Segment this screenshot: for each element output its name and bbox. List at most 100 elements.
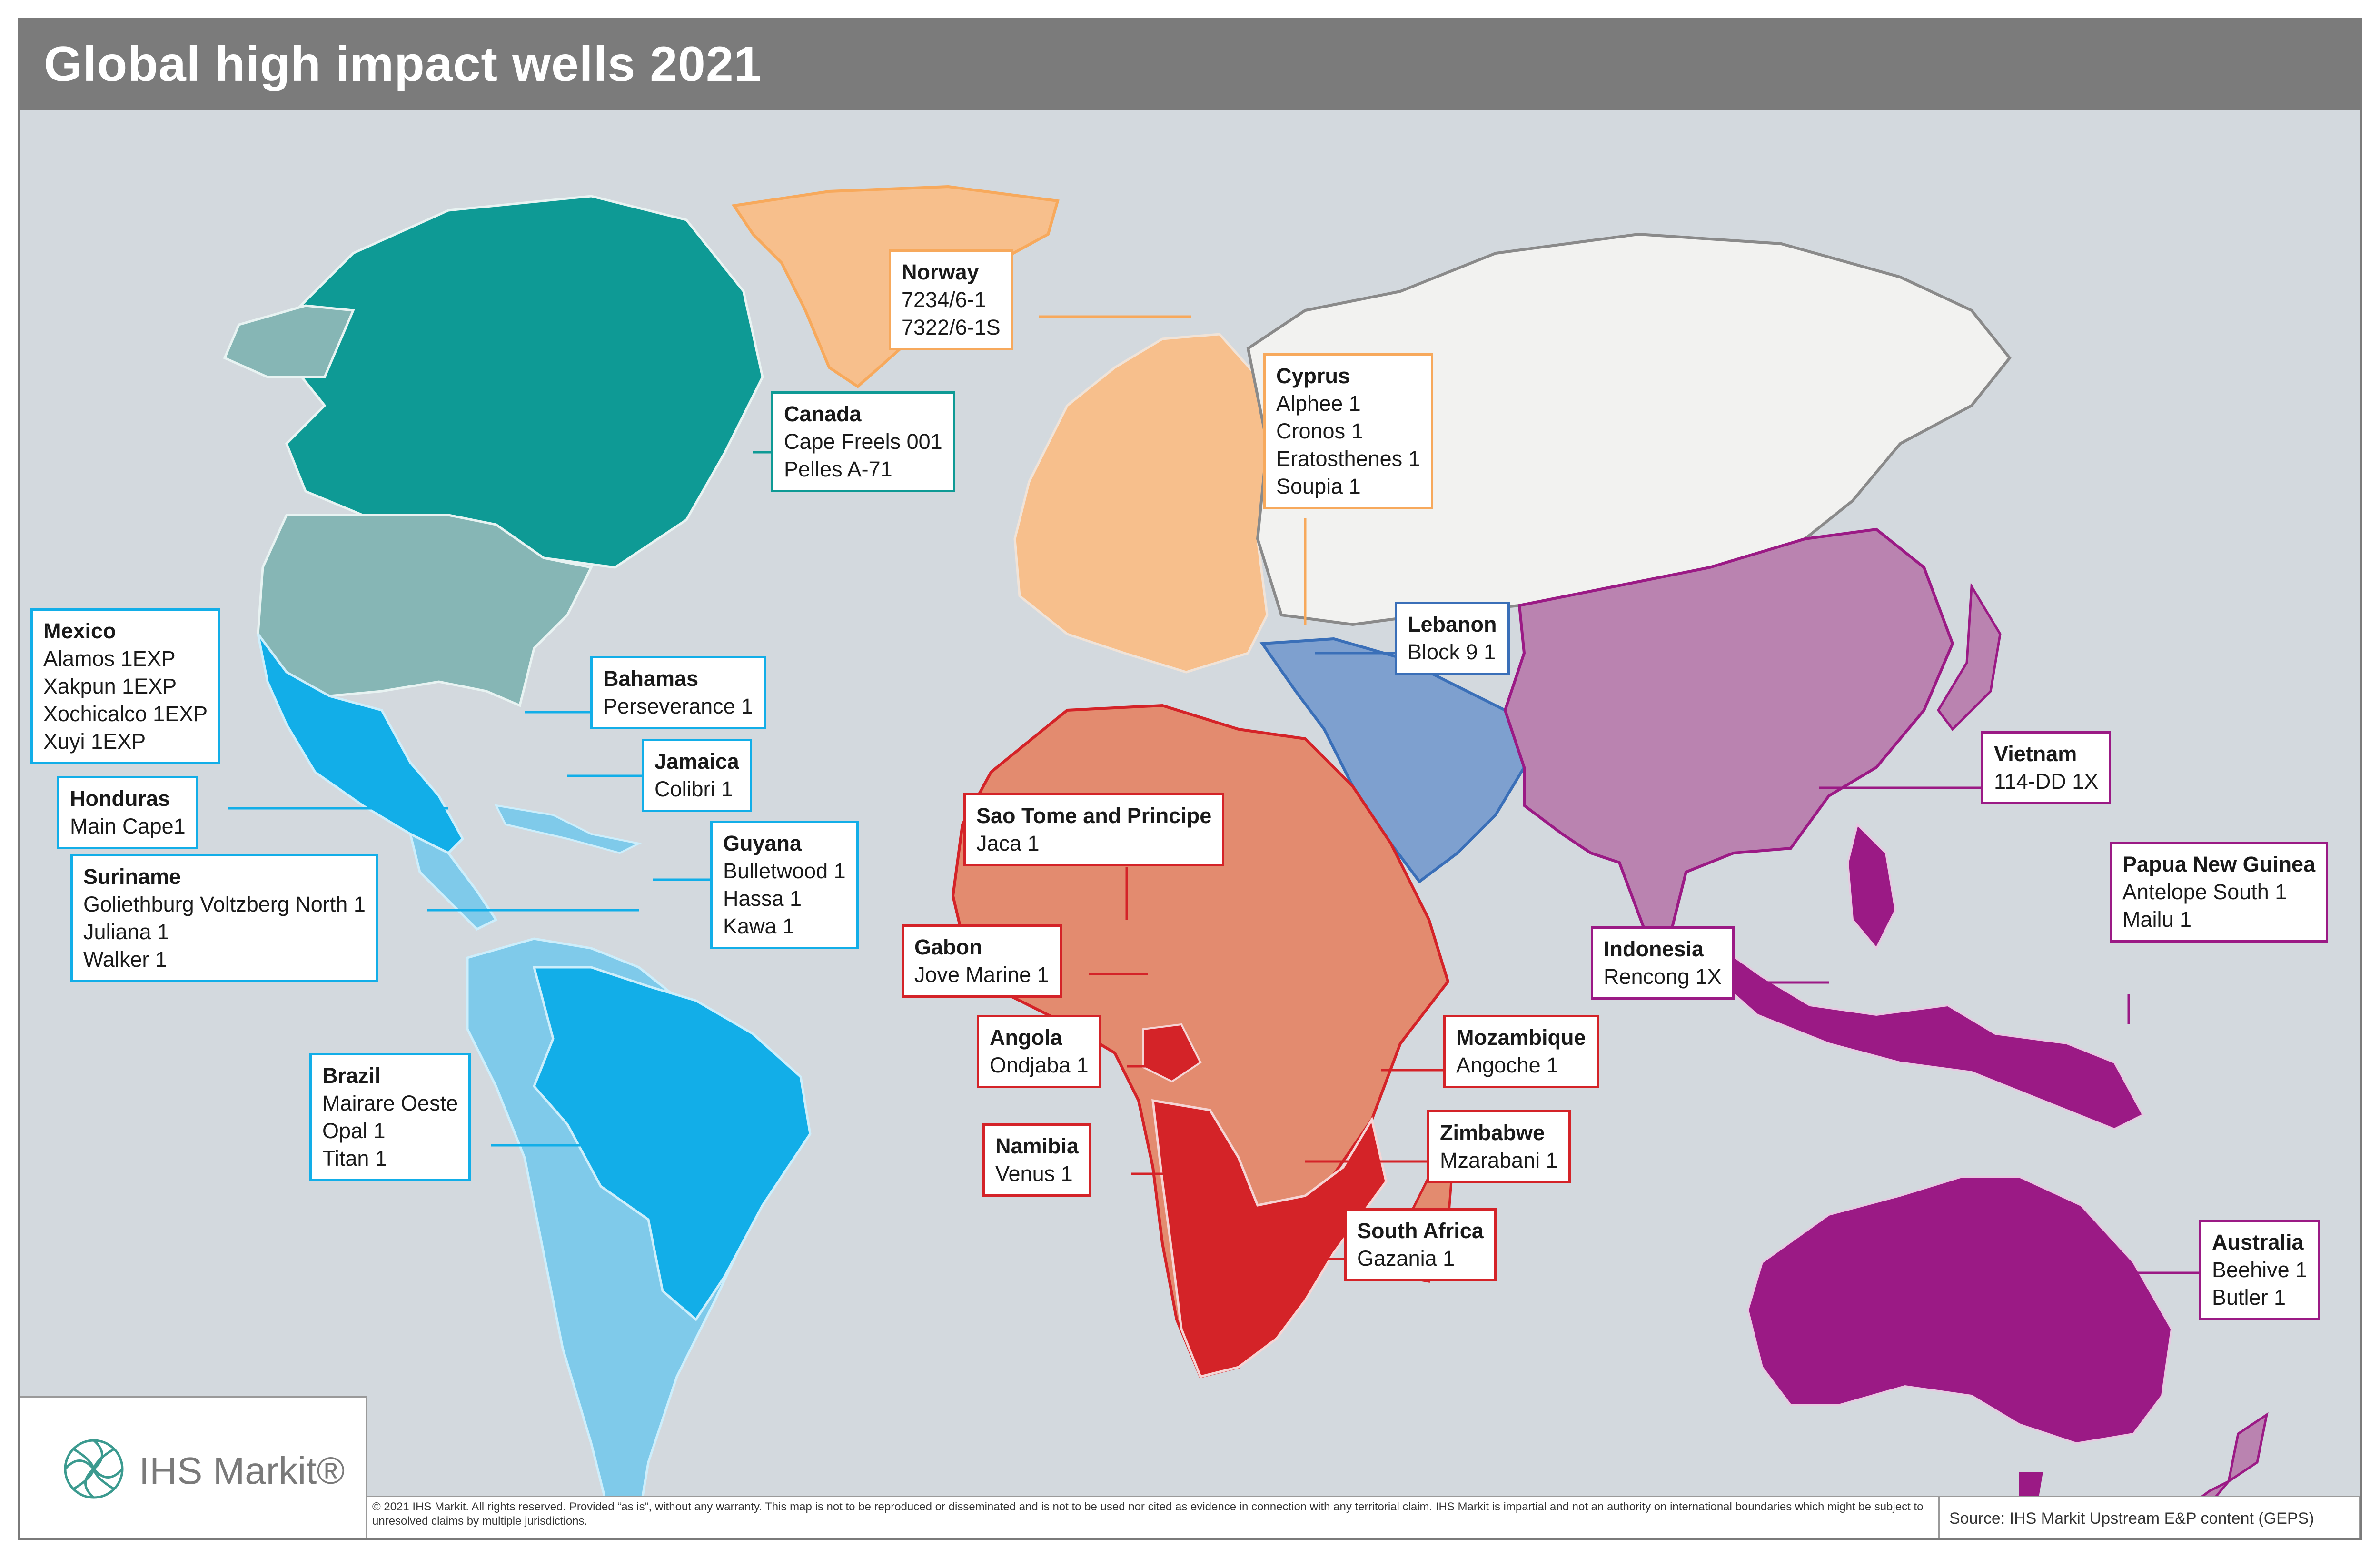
label-norway-well: 7322/6-1S	[902, 315, 1001, 339]
label-norway-well: 7234/6-1	[902, 288, 986, 312]
label-mexico-well: Xakpun 1EXP	[43, 674, 177, 698]
footer-disclaimer: © 2021 IHS Markit. All rights reserved. …	[367, 1496, 1938, 1538]
asia-region	[1503, 527, 1954, 951]
label-png: Papua New Guinea Antelope South 1 Mailu …	[2110, 842, 2329, 943]
europe-region	[1013, 333, 1269, 674]
label-guyana-well: Bulletwood 1	[723, 859, 846, 883]
label-angola-well: Ondjaba 1	[990, 1053, 1089, 1077]
label-angola: Angola Ondjaba 1	[977, 1015, 1101, 1088]
label-vietnam-well: 114-DD 1X	[1994, 769, 2099, 794]
label-namibia: Namibia Venus 1	[982, 1123, 1092, 1197]
label-honduras-well: Main Cape1	[70, 814, 186, 838]
label-bahamas-country: Bahamas	[603, 666, 699, 691]
label-lebanon: Lebanon Block 9 1	[1395, 602, 1510, 675]
label-brazil-country: Brazil	[322, 1063, 381, 1088]
label-cyprus-country: Cyprus	[1276, 364, 1350, 388]
label-angola-country: Angola	[990, 1025, 1062, 1050]
label-australia: Australia Beehive 1 Butler 1	[2199, 1220, 2320, 1320]
label-mexico-country: Mexico	[43, 619, 116, 643]
label-cyprus-well: Cronos 1	[1276, 419, 1363, 443]
label-norway-country: Norway	[902, 260, 979, 284]
label-southafrica-well: Gazania 1	[1357, 1246, 1455, 1270]
label-jamaica-well: Colibri 1	[654, 777, 734, 801]
label-brazil-well: Titan 1	[322, 1146, 387, 1171]
label-jamaica: Jamaica Colibri 1	[642, 739, 752, 812]
canada-region	[285, 195, 764, 569]
label-saotome-well: Jaca 1	[976, 831, 1040, 855]
label-mozambique-country: Mozambique	[1456, 1025, 1586, 1050]
label-png-well: Mailu 1	[2122, 907, 2192, 932]
label-indonesia-well: Rencong 1X	[1604, 964, 1722, 989]
label-mexico-well: Alamos 1EXP	[43, 646, 176, 671]
label-norway: Norway 7234/6-1 7322/6-1S	[889, 249, 1013, 350]
label-indonesia: Indonesia Rencong 1X	[1591, 926, 1735, 1000]
southern-africa-red-region	[1151, 1099, 1388, 1378]
central-america-region	[408, 832, 498, 931]
label-guyana: Guyana Bulletwood 1 Hassa 1 Kawa 1	[710, 821, 859, 949]
label-namibia-country: Namibia	[995, 1134, 1079, 1158]
ihs-markit-logo-icon	[64, 1439, 124, 1499]
label-mexico-well: Xuyi 1EXP	[43, 729, 146, 754]
label-australia-well: Beehive 1	[2212, 1258, 2308, 1282]
label-zimbabwe-well: Mzarabani 1	[1440, 1148, 1558, 1172]
label-canada-country: Canada	[784, 402, 862, 426]
label-brazil-well: Mairare Oeste	[322, 1091, 458, 1115]
japan-region	[1936, 582, 2002, 731]
alaska-region	[223, 304, 355, 378]
label-saotome: Sao Tome and Principe Jaca 1	[963, 793, 1225, 866]
label-australia-well: Butler 1	[2212, 1285, 2286, 1310]
label-mozambique-well: Angoche 1	[1456, 1053, 1559, 1077]
australia-region	[1746, 1176, 2173, 1445]
label-guyana-well: Hassa 1	[723, 886, 802, 911]
label-southafrica-country: South Africa	[1357, 1219, 1484, 1243]
label-mexico: Mexico Alamos 1EXP Xakpun 1EXP Xochicalc…	[30, 608, 221, 764]
philippines-region	[1846, 823, 1897, 950]
label-suriname-well: Goliethburg Voltzberg North 1	[83, 892, 366, 916]
label-cyprus-well: Alphee 1	[1276, 391, 1361, 416]
label-suriname-country: Suriname	[83, 864, 181, 889]
label-australia-country: Australia	[2212, 1230, 2304, 1254]
label-brazil: Brazil Mairare Oeste Opal 1 Titan 1	[309, 1053, 471, 1181]
label-guyana-well: Kawa 1	[723, 914, 795, 938]
label-suriname-well: Juliana 1	[83, 920, 169, 944]
label-bahamas-well: Perseverance 1	[603, 694, 754, 718]
label-indonesia-country: Indonesia	[1604, 937, 1704, 961]
label-cyprus-well: Soupia 1	[1276, 474, 1361, 498]
tasmania-region	[2019, 1472, 2043, 1500]
label-zimbabwe: Zimbabwe Mzarabani 1	[1427, 1110, 1571, 1183]
caribbean-islands	[494, 804, 642, 854]
label-canada-well: Cape Freels 001	[784, 429, 942, 454]
footer-source: Source: IHS Markit Upstream E&P content …	[1938, 1496, 2360, 1538]
label-brazil-well: Opal 1	[322, 1119, 386, 1143]
label-honduras: Honduras Main Cape1	[57, 776, 198, 849]
world-map	[20, 110, 2360, 1538]
logo-box: IHS Markit®	[20, 1396, 367, 1538]
label-vietnam: Vietnam 114-DD 1X	[1981, 731, 2112, 804]
label-saotome-country: Sao Tome and Principe	[976, 804, 1212, 828]
indonesia-region	[1693, 926, 2144, 1131]
label-bahamas: Bahamas Perseverance 1	[590, 656, 766, 729]
label-gabon-well: Jove Marine 1	[914, 963, 1049, 987]
label-namibia-well: Venus 1	[995, 1161, 1073, 1186]
label-gabon: Gabon Jove Marine 1	[902, 924, 1062, 998]
label-gabon-country: Gabon	[914, 935, 982, 959]
label-lebanon-well: Block 9 1	[1408, 640, 1496, 664]
label-honduras-country: Honduras	[70, 786, 170, 811]
mexico-region	[257, 633, 465, 855]
label-mexico-well: Xochicalco 1EXP	[43, 702, 208, 726]
label-guyana-country: Guyana	[723, 831, 802, 855]
label-cyprus-well: Eratosthenes 1	[1276, 447, 1420, 471]
page-title: Global high impact wells 2021	[44, 37, 762, 92]
label-vietnam-country: Vietnam	[1994, 742, 2077, 766]
label-suriname: Suriname Goliethburg Voltzberg North 1 J…	[70, 854, 378, 982]
brazil-region	[532, 966, 812, 1321]
label-cyprus: Cyprus Alphee 1 Cronos 1 Eratosthenes 1 …	[1263, 353, 1433, 509]
label-mozambique: Mozambique Angoche 1	[1443, 1015, 1599, 1088]
label-canada: Canada Cape Freels 001 Pelles A-71	[771, 391, 955, 492]
logo-text: IHS Markit®	[139, 1449, 345, 1492]
label-png-well: Antelope South 1	[2122, 880, 2287, 904]
label-canada-well: Pelles A-71	[784, 457, 892, 481]
label-suriname-well: Walker 1	[83, 947, 167, 972]
title-bar: Global high impact wells 2021	[20, 20, 2360, 110]
label-lebanon-country: Lebanon	[1408, 612, 1497, 636]
